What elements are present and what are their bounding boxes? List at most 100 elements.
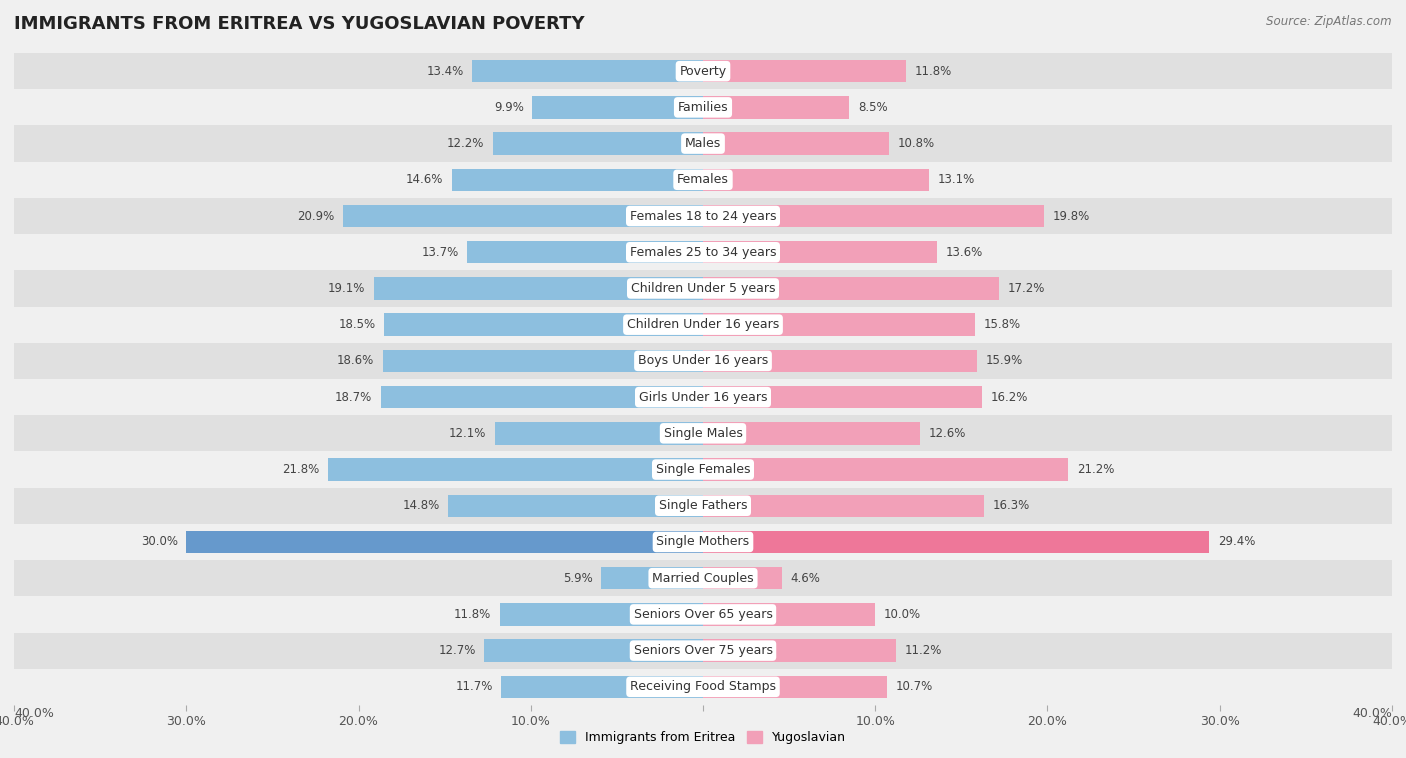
Bar: [703, 567, 782, 590]
Text: 30.0%: 30.0%: [141, 535, 177, 549]
Bar: [602, 567, 703, 590]
Text: 12.6%: 12.6%: [928, 427, 966, 440]
Bar: [14, 487, 1392, 524]
Bar: [381, 386, 703, 409]
Text: 14.6%: 14.6%: [405, 174, 443, 186]
Text: 4.6%: 4.6%: [790, 572, 821, 584]
Bar: [14, 452, 1392, 487]
Bar: [703, 675, 887, 698]
Bar: [467, 241, 703, 264]
Bar: [703, 349, 977, 372]
Text: Single Males: Single Males: [664, 427, 742, 440]
Bar: [495, 422, 703, 444]
Text: 11.2%: 11.2%: [904, 644, 942, 657]
Text: Source: ZipAtlas.com: Source: ZipAtlas.com: [1267, 15, 1392, 28]
Text: Females 25 to 34 years: Females 25 to 34 years: [630, 246, 776, 258]
Bar: [14, 343, 1392, 379]
Text: 15.9%: 15.9%: [986, 355, 1022, 368]
Bar: [14, 524, 1392, 560]
Bar: [384, 314, 703, 336]
Legend: Immigrants from Eritrea, Yugoslavian: Immigrants from Eritrea, Yugoslavian: [560, 731, 846, 744]
Text: 29.4%: 29.4%: [1218, 535, 1256, 549]
Text: 9.9%: 9.9%: [494, 101, 524, 114]
Text: 20.9%: 20.9%: [297, 209, 335, 223]
Bar: [14, 306, 1392, 343]
Text: Girls Under 16 years: Girls Under 16 years: [638, 390, 768, 403]
Bar: [449, 494, 703, 517]
Text: Females: Females: [678, 174, 728, 186]
Bar: [533, 96, 703, 118]
Text: 12.2%: 12.2%: [447, 137, 484, 150]
Text: 40.0%: 40.0%: [14, 706, 53, 720]
Bar: [14, 161, 1392, 198]
Bar: [14, 89, 1392, 126]
Bar: [374, 277, 703, 299]
Text: IMMIGRANTS FROM ERITREA VS YUGOSLAVIAN POVERTY: IMMIGRANTS FROM ERITREA VS YUGOSLAVIAN P…: [14, 15, 585, 33]
Bar: [703, 133, 889, 155]
Text: Children Under 16 years: Children Under 16 years: [627, 318, 779, 331]
Bar: [703, 531, 1209, 553]
Bar: [703, 386, 981, 409]
Bar: [14, 271, 1392, 306]
Bar: [14, 126, 1392, 161]
Text: 40.0%: 40.0%: [1353, 706, 1392, 720]
Bar: [14, 415, 1392, 452]
Bar: [703, 422, 920, 444]
Bar: [14, 198, 1392, 234]
Text: 18.5%: 18.5%: [339, 318, 375, 331]
Text: 16.2%: 16.2%: [991, 390, 1028, 403]
Text: 18.6%: 18.6%: [337, 355, 374, 368]
Text: 21.8%: 21.8%: [281, 463, 319, 476]
Bar: [14, 669, 1392, 705]
Bar: [499, 603, 703, 625]
Text: Boys Under 16 years: Boys Under 16 years: [638, 355, 768, 368]
Bar: [703, 168, 928, 191]
Bar: [14, 379, 1392, 415]
Text: Seniors Over 65 years: Seniors Over 65 years: [634, 608, 772, 621]
Bar: [343, 205, 703, 227]
Text: Children Under 5 years: Children Under 5 years: [631, 282, 775, 295]
Text: 12.1%: 12.1%: [449, 427, 486, 440]
Bar: [14, 234, 1392, 271]
Text: Married Couples: Married Couples: [652, 572, 754, 584]
Text: Females 18 to 24 years: Females 18 to 24 years: [630, 209, 776, 223]
Bar: [703, 205, 1045, 227]
Bar: [451, 168, 703, 191]
Text: Receiving Food Stamps: Receiving Food Stamps: [630, 681, 776, 694]
Bar: [14, 597, 1392, 632]
Text: 8.5%: 8.5%: [858, 101, 887, 114]
Text: 13.4%: 13.4%: [426, 64, 464, 77]
Text: 14.8%: 14.8%: [402, 500, 440, 512]
Text: 13.6%: 13.6%: [946, 246, 983, 258]
Text: 13.1%: 13.1%: [938, 174, 974, 186]
Bar: [328, 459, 703, 481]
Bar: [703, 96, 849, 118]
Text: 17.2%: 17.2%: [1008, 282, 1045, 295]
Text: Single Mothers: Single Mothers: [657, 535, 749, 549]
Text: 11.8%: 11.8%: [454, 608, 491, 621]
Bar: [472, 60, 703, 83]
Text: Single Fathers: Single Fathers: [659, 500, 747, 512]
Bar: [484, 640, 703, 662]
Text: 10.7%: 10.7%: [896, 681, 934, 694]
Bar: [14, 560, 1392, 597]
Text: 10.0%: 10.0%: [884, 608, 921, 621]
Bar: [14, 632, 1392, 669]
Bar: [703, 459, 1069, 481]
Text: 12.7%: 12.7%: [439, 644, 475, 657]
Text: 11.8%: 11.8%: [915, 64, 952, 77]
Bar: [703, 314, 976, 336]
Text: Poverty: Poverty: [679, 64, 727, 77]
Text: 10.8%: 10.8%: [897, 137, 935, 150]
Bar: [703, 640, 896, 662]
Text: 19.8%: 19.8%: [1053, 209, 1090, 223]
Bar: [382, 349, 703, 372]
Text: 15.8%: 15.8%: [984, 318, 1021, 331]
Text: Seniors Over 75 years: Seniors Over 75 years: [634, 644, 772, 657]
Bar: [703, 277, 1000, 299]
Text: 13.7%: 13.7%: [422, 246, 458, 258]
Bar: [703, 60, 907, 83]
Bar: [703, 603, 875, 625]
Text: 11.7%: 11.7%: [456, 681, 494, 694]
Text: 16.3%: 16.3%: [993, 500, 1029, 512]
